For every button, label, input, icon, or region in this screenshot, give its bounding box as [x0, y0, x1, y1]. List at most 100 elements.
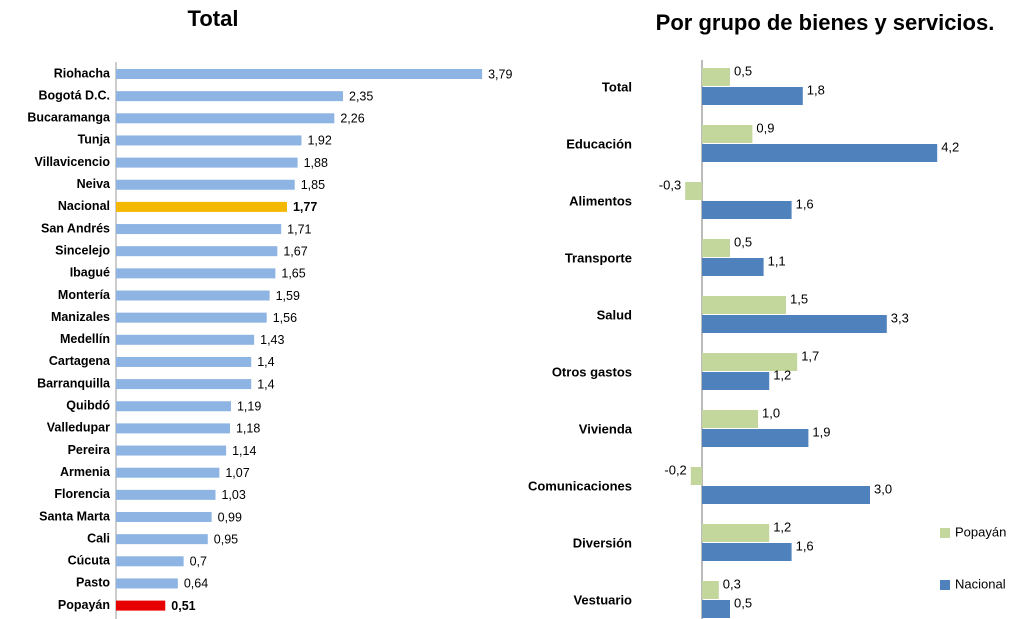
- bar: [702, 201, 792, 219]
- category-label: Tunja: [78, 133, 111, 147]
- bar: [116, 512, 212, 522]
- bar: [702, 68, 730, 86]
- bar: [702, 600, 730, 618]
- category-label: Sincelejo: [55, 243, 110, 257]
- category-label: Diversión: [573, 535, 632, 550]
- value-label: 2,26: [340, 112, 364, 126]
- value-label: 0,64: [184, 577, 208, 591]
- value-label: 1,2: [773, 519, 791, 534]
- bar: [690, 467, 702, 485]
- bar: [685, 182, 702, 200]
- value-label: 2,35: [349, 89, 373, 103]
- value-label: 3,79: [488, 67, 512, 81]
- bar: [116, 179, 295, 190]
- value-label: 1,4: [257, 377, 274, 391]
- bar: [116, 379, 252, 390]
- bar: [116, 334, 255, 345]
- category-label: Cartagena: [49, 354, 111, 368]
- value-label: 1,2: [773, 367, 791, 382]
- value-label: 1,88: [304, 156, 328, 170]
- category-label: Educación: [566, 136, 632, 151]
- value-label: 1,6: [796, 538, 814, 553]
- value-label: 1,6: [796, 196, 814, 211]
- value-label: 1,65: [281, 267, 305, 281]
- bar: [116, 201, 287, 212]
- bar: [116, 356, 252, 367]
- bar: [702, 353, 798, 371]
- bar: [116, 135, 302, 146]
- bar: [116, 268, 276, 279]
- category-label: Neiva: [77, 177, 111, 191]
- value-label: 0,5: [734, 63, 752, 78]
- value-label: 1,77: [293, 200, 317, 214]
- value-label: 1,9: [812, 424, 830, 439]
- category-label: Ibagué: [70, 266, 110, 280]
- category-label: Valledupar: [47, 421, 110, 435]
- legend-label: Popayán: [955, 524, 1006, 539]
- category-label: Comunicaciones: [528, 478, 632, 493]
- bar: [702, 144, 938, 162]
- value-label: 1,18: [236, 422, 260, 436]
- category-label: Salud: [597, 307, 632, 322]
- value-label: 3,3: [891, 310, 909, 325]
- bar: [702, 581, 719, 599]
- bar: [116, 91, 344, 102]
- bar: [116, 600, 166, 611]
- value-label: 0,51: [171, 599, 195, 613]
- bar: [702, 410, 758, 428]
- category-label: Barranquilla: [37, 376, 111, 390]
- category-label: Vestuario: [573, 592, 632, 607]
- value-label: 1,03: [221, 488, 245, 502]
- value-label: 0,99: [218, 510, 242, 524]
- category-label: Total: [602, 79, 632, 94]
- bar: [116, 489, 216, 500]
- value-label: 1,4: [257, 355, 274, 369]
- bar: [702, 372, 770, 390]
- category-label: Pereira: [68, 443, 111, 457]
- category-label: Pasto: [76, 576, 110, 590]
- category-label: Cúcuta: [68, 554, 111, 568]
- value-label: 4,2: [941, 139, 959, 154]
- bar: [116, 578, 178, 589]
- value-label: 1,8: [807, 82, 825, 97]
- legend-swatch: [940, 528, 950, 538]
- bar: [116, 290, 270, 301]
- bar: [116, 423, 230, 434]
- category-label: Alimentos: [569, 193, 632, 208]
- bar: [702, 543, 792, 561]
- bar: [702, 125, 753, 143]
- bar: [116, 401, 231, 412]
- value-label: 1,19: [237, 400, 261, 414]
- category-label: Riohacha: [54, 66, 111, 80]
- value-label: 1,5: [790, 291, 808, 306]
- value-label: 1,7: [801, 348, 819, 363]
- bar: [702, 429, 809, 447]
- category-label: Bucaramanga: [27, 111, 111, 125]
- chart-title: Por grupo de bienes y servicios.: [656, 10, 995, 35]
- category-label: Quibdó: [66, 399, 110, 413]
- category-label: Popayán: [58, 598, 110, 612]
- bar: [702, 258, 764, 276]
- bar: [116, 113, 335, 124]
- category-label: San Andrés: [41, 221, 110, 235]
- bar: [702, 296, 786, 314]
- value-label: 1,0: [762, 405, 780, 420]
- category-label: Vivienda: [579, 421, 633, 436]
- value-label: 3,0: [874, 481, 892, 496]
- category-label: Villavicencio: [34, 155, 110, 169]
- category-label: Cali: [87, 531, 110, 545]
- bar: [116, 312, 267, 323]
- legend-label: Nacional: [955, 576, 1006, 591]
- category-label: Otros gastos: [552, 364, 632, 379]
- value-label: 1,59: [276, 289, 300, 303]
- bar: [702, 239, 730, 257]
- value-label: 1,56: [273, 311, 297, 325]
- bar: [702, 315, 887, 333]
- category-label: Nacional: [58, 199, 110, 213]
- category-label: Bogotá D.C.: [38, 88, 110, 102]
- chart-title: Total: [188, 6, 239, 31]
- bar: [116, 467, 220, 478]
- category-label: Medellín: [60, 332, 110, 346]
- bar: [116, 246, 278, 257]
